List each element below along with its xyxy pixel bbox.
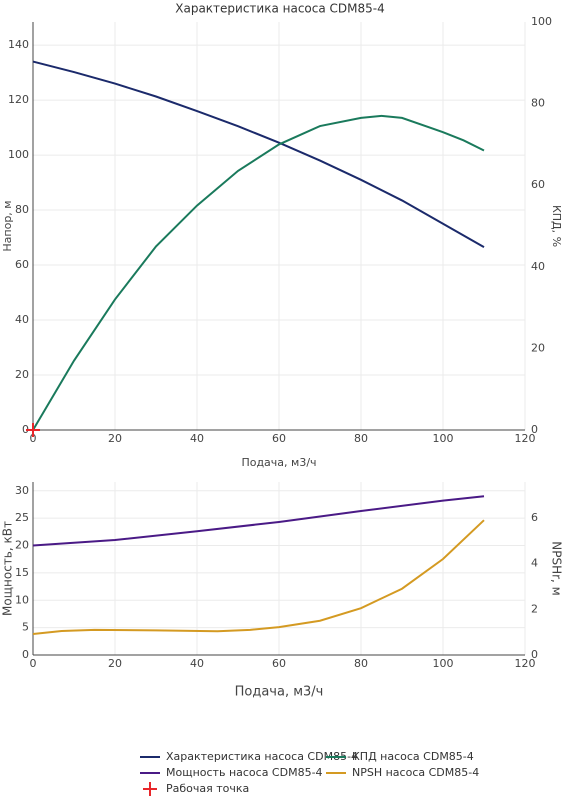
data-point [26, 423, 40, 437]
y-tick-label: 60 [15, 258, 29, 271]
x-tick-label: 0 [30, 657, 37, 670]
x-tick-label: 20 [108, 432, 122, 445]
chart-title: Характеристика насоса CDM85-4 [175, 2, 385, 16]
y-tick-label: 40 [15, 313, 29, 326]
y2-tick-label: 60 [531, 178, 545, 191]
y-tick-label: 10 [15, 593, 29, 606]
x-tick-label: 20 [108, 657, 122, 670]
legend-label: Характеристика насоса CDM85-4 [166, 750, 358, 763]
data-line [32, 495, 485, 547]
legend-label: Мощность насоса CDM85-4 [166, 766, 323, 779]
x-tick-label: 40 [190, 432, 204, 445]
x-tick-label: 80 [354, 657, 368, 670]
x-axis-label: Подача, м3/ч [235, 685, 324, 700]
y-axis-label: Мощность, кВт [1, 521, 15, 616]
x-tick-label: 80 [354, 432, 368, 445]
y2-tick-label: 0 [531, 423, 538, 436]
y2-tick-label: 20 [531, 341, 545, 354]
x-tick-label: 100 [433, 432, 454, 445]
y-tick-label: 140 [8, 38, 29, 51]
data-line [32, 519, 485, 635]
x-tick-label: 60 [272, 432, 286, 445]
y2-tick-label: 0 [531, 648, 538, 661]
y-tick-label: 15 [15, 566, 29, 579]
y-tick-label: 25 [15, 511, 29, 524]
x-tick-label: 120 [515, 432, 536, 445]
x-axis-label: Подача, м3/ч [241, 456, 316, 469]
y-axis-label: Напор, м [1, 200, 14, 251]
y-tick-label: 100 [8, 148, 29, 161]
y2-tick-label: 4 [531, 557, 538, 570]
y2-axis-label: КПД, % [550, 205, 563, 247]
y-tick-label: 20 [15, 368, 29, 381]
y-tick-label: 0 [22, 648, 29, 661]
y2-tick-label: 40 [531, 260, 545, 273]
y-tick-label: 0 [22, 423, 29, 436]
y-tick-label: 20 [15, 539, 29, 552]
y2-tick-label: 2 [531, 602, 538, 615]
data-line [32, 114, 485, 431]
legend-symbol [143, 782, 157, 796]
legend-label: КПД насоса CDM85-4 [352, 750, 474, 763]
x-tick-label: 60 [272, 657, 286, 670]
x-tick-label: 40 [190, 657, 204, 670]
x-tick-label: 120 [515, 657, 536, 670]
y-tick-label: 30 [15, 484, 29, 497]
y2-axis-label: NPSHr, м [550, 541, 563, 595]
y2-tick-label: 6 [531, 511, 538, 524]
y2-tick-label: 80 [531, 97, 545, 110]
y-tick-label: 120 [8, 93, 29, 106]
y2-tick-label: 100 [531, 15, 552, 28]
x-tick-label: 100 [433, 657, 454, 670]
data-line [32, 60, 485, 249]
x-tick-label: 0 [30, 432, 37, 445]
y-tick-label: 5 [22, 621, 29, 634]
legend-label: NPSH насоса CDM85-4 [352, 766, 479, 779]
legend-label: Рабочая точка [166, 782, 249, 795]
y-tick-label: 80 [15, 203, 29, 216]
